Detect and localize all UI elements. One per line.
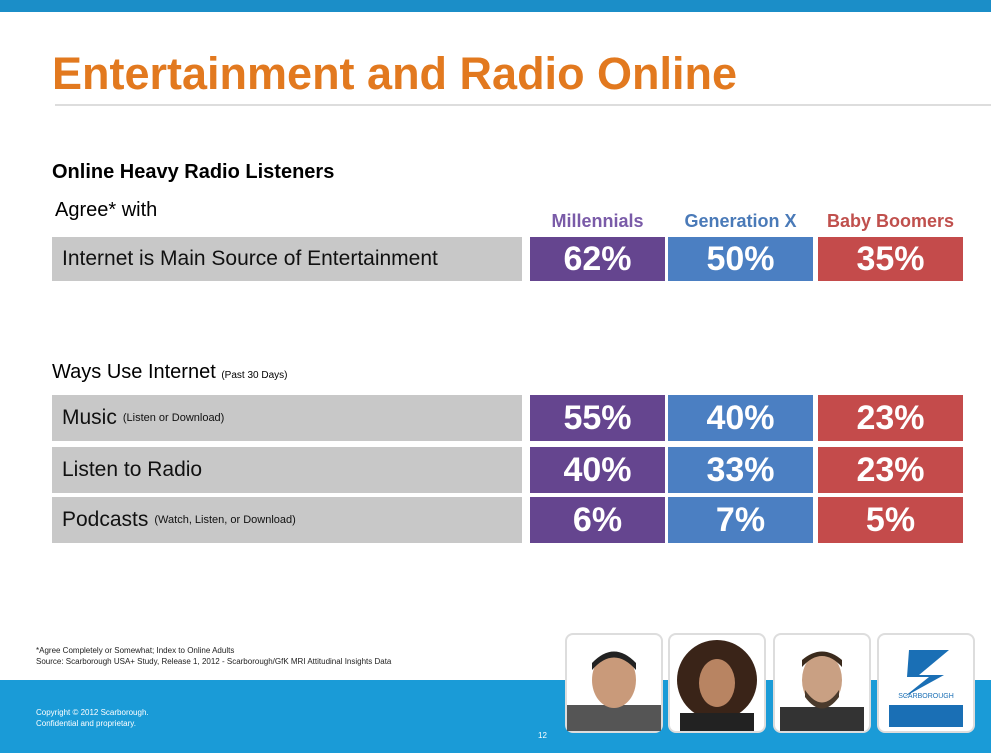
photo [565, 633, 663, 733]
label-text: Podcasts [62, 508, 149, 531]
value-cell: 23% [818, 395, 963, 441]
value-cell: 35% [818, 237, 963, 281]
section-heading: Online Heavy Radio Listeners [52, 161, 335, 183]
label-text: Music [62, 406, 117, 429]
value-cell: 23% [818, 447, 963, 493]
photo [773, 633, 871, 733]
value-cell: 50% [668, 237, 813, 281]
label-note: (Listen or Download) [122, 412, 225, 424]
label-text: Listen to Radio [62, 458, 203, 481]
top-bar [0, 0, 991, 12]
face [677, 640, 757, 731]
heading-text: Ways Use Internet [52, 361, 216, 383]
column-header: Millennials [551, 211, 644, 231]
value-cell: 7% [668, 497, 813, 543]
footnotes: *Agree Completely or Somewhat; Index to … [36, 645, 391, 667]
row-label: Listen to Radio [52, 447, 522, 493]
footnote: Source: Scarborough USA+ Study, Release … [36, 657, 392, 666]
title-rule [55, 104, 991, 106]
value-cell: 40% [668, 395, 813, 441]
row-label: Podcasts (Watch, Listen, or Download) [52, 497, 522, 543]
page-number: 12 [538, 731, 547, 740]
value-cell: 62% [530, 237, 665, 281]
logo-box: SCARBOROUGH [877, 633, 975, 733]
row-label: Internet is Main Source of Entertainment [52, 237, 522, 281]
subheading: Agree* with [55, 199, 158, 221]
value-cell: 33% [668, 447, 813, 493]
logo [889, 650, 963, 727]
copyright-line: Confidential and proprietary. [36, 719, 136, 728]
column-header: Baby Boomers [826, 211, 955, 231]
photo [668, 633, 766, 733]
copyright-line: Copyright © 2012 Scarborough. [36, 708, 149, 717]
face [780, 651, 864, 731]
title: Entertainment and Radio Online [52, 48, 738, 99]
value-cell: 40% [530, 447, 665, 493]
value-cell: 6% [530, 497, 665, 543]
face [567, 651, 661, 731]
label-text: Internet is Main Source of Entertainment [62, 247, 438, 270]
value-cell: 5% [818, 497, 963, 543]
copyright: Copyright © 2012 Scarborough. Confidenti… [36, 707, 149, 729]
row-label: Music (Listen or Download) [52, 395, 522, 441]
section-heading: Ways Use Internet (Past 30 Days) [52, 361, 287, 384]
label-note: (Watch, Listen, or Download) [154, 514, 296, 526]
logo-text: SCARBOROUGH [898, 693, 954, 700]
heading-note: (Past 30 Days) [221, 370, 288, 381]
value-cell: 55% [530, 395, 665, 441]
footnote: *Agree Completely or Somewhat; Index to … [36, 646, 235, 655]
column-header: Generation X [684, 211, 797, 231]
